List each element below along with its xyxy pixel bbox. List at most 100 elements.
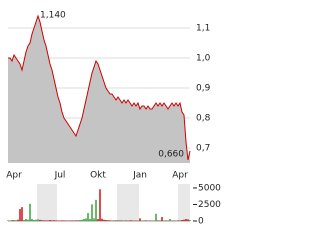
volume-bar — [83, 219, 85, 221]
volume-bar — [163, 220, 165, 221]
volume-bar — [91, 204, 93, 221]
volume-bar — [43, 220, 45, 221]
volume-bar — [121, 220, 123, 221]
volume-bar — [99, 189, 101, 221]
volume-bar — [113, 220, 115, 221]
volume-bar — [61, 220, 63, 221]
volume-bar — [65, 220, 67, 221]
volume-bar — [171, 220, 173, 221]
volume-bar — [55, 220, 57, 221]
volume-bar — [111, 220, 113, 221]
volume-bar — [21, 207, 23, 221]
volume-bar — [57, 220, 59, 221]
volume-bar — [179, 220, 181, 221]
volume-bar — [73, 220, 75, 221]
volume-bar — [115, 220, 117, 221]
volume-bar — [79, 220, 81, 221]
volume-bar — [155, 213, 157, 221]
volume-bar — [85, 218, 87, 221]
band — [117, 184, 139, 221]
volume-bar — [9, 220, 11, 221]
volume-bar — [15, 220, 17, 221]
volume-bar — [47, 220, 49, 221]
volume-bar — [41, 220, 43, 221]
x-tick-label: Apr — [172, 171, 188, 181]
chart: 0,7 0,8 0,9 1,0 1,1 Apr Jul Okt Jan Apr 1,140 0,660… — [6, 11, 221, 227]
volume-bar — [13, 220, 15, 221]
volume-bar — [93, 218, 95, 221]
volume-bar — [109, 220, 111, 221]
volume-bar — [173, 220, 175, 221]
annotation: 1,140 — [40, 11, 66, 21]
y-tick-label: 1,0 — [196, 54, 211, 64]
price-line — [8, 14, 191, 161]
volume-bar — [7, 220, 9, 221]
volume-bar — [107, 220, 109, 221]
volume-bar — [187, 219, 189, 221]
volume-bar — [119, 220, 121, 221]
volume-bar — [95, 199, 97, 221]
volume-bar — [51, 220, 53, 221]
volume-bar — [23, 220, 25, 221]
volume-bar — [131, 220, 133, 221]
volume-bar — [165, 220, 167, 221]
annotation: 0,660 — [158, 150, 184, 160]
volume-bar — [151, 220, 153, 221]
volume-bar — [143, 220, 145, 221]
volume-bar — [19, 209, 21, 221]
y-tick-label: 1,1 — [196, 24, 210, 34]
volume-bar — [53, 220, 55, 221]
volume-bar — [33, 220, 35, 221]
y-tick-label: 2500 — [198, 200, 221, 210]
volume-bar — [125, 220, 127, 221]
volume-bar — [183, 219, 185, 221]
volume-bar — [25, 219, 27, 221]
volume-bar — [75, 220, 77, 221]
band — [37, 184, 57, 221]
y-tick-label: 0,9 — [196, 84, 211, 94]
volume-bar — [81, 219, 83, 221]
y-tick-label: 0,7 — [196, 144, 210, 154]
volume-bar — [101, 218, 103, 221]
volume-bar — [145, 220, 147, 221]
x-tick-label: Jul — [54, 171, 66, 181]
volume-bar — [105, 220, 107, 221]
volume-bar — [141, 220, 143, 221]
volume-bar — [49, 220, 51, 221]
volume-bar — [37, 219, 39, 221]
volume-bar — [45, 220, 47, 221]
band — [178, 184, 190, 221]
volume-bar — [147, 220, 149, 221]
y-tick-label: 0 — [198, 217, 204, 227]
volume-bar — [133, 220, 135, 221]
x-tick-label: Apr — [6, 171, 22, 181]
volume-bar — [169, 219, 171, 221]
volume-bar — [27, 219, 29, 221]
volume-bar — [129, 220, 131, 221]
volume-bar — [153, 220, 155, 221]
volume-bar — [63, 220, 65, 221]
volume-bar — [117, 220, 119, 221]
y-tick-label: 0,8 — [196, 114, 211, 124]
volume-bar — [181, 220, 183, 221]
volume-bar — [139, 218, 141, 221]
y-tick-label: 5000 — [198, 183, 221, 193]
volume-bar — [31, 219, 33, 221]
volume-bar — [29, 203, 31, 221]
volume-bar — [71, 220, 73, 221]
volume-bar — [35, 219, 37, 221]
volume-bar — [127, 220, 129, 221]
volume-bar — [97, 219, 99, 221]
volume-bar — [89, 219, 91, 221]
volume-bar — [11, 220, 13, 221]
volume-bar — [189, 220, 191, 221]
volume-bar — [159, 220, 161, 221]
volume-bar — [39, 219, 41, 221]
volume-bar — [157, 220, 159, 221]
volume-bar — [87, 213, 89, 221]
volume-bar — [161, 217, 163, 221]
x-tick-label: Okt — [90, 171, 106, 181]
volume-bar — [77, 220, 79, 221]
volume-bar — [17, 219, 19, 221]
volume-bar — [103, 219, 105, 221]
